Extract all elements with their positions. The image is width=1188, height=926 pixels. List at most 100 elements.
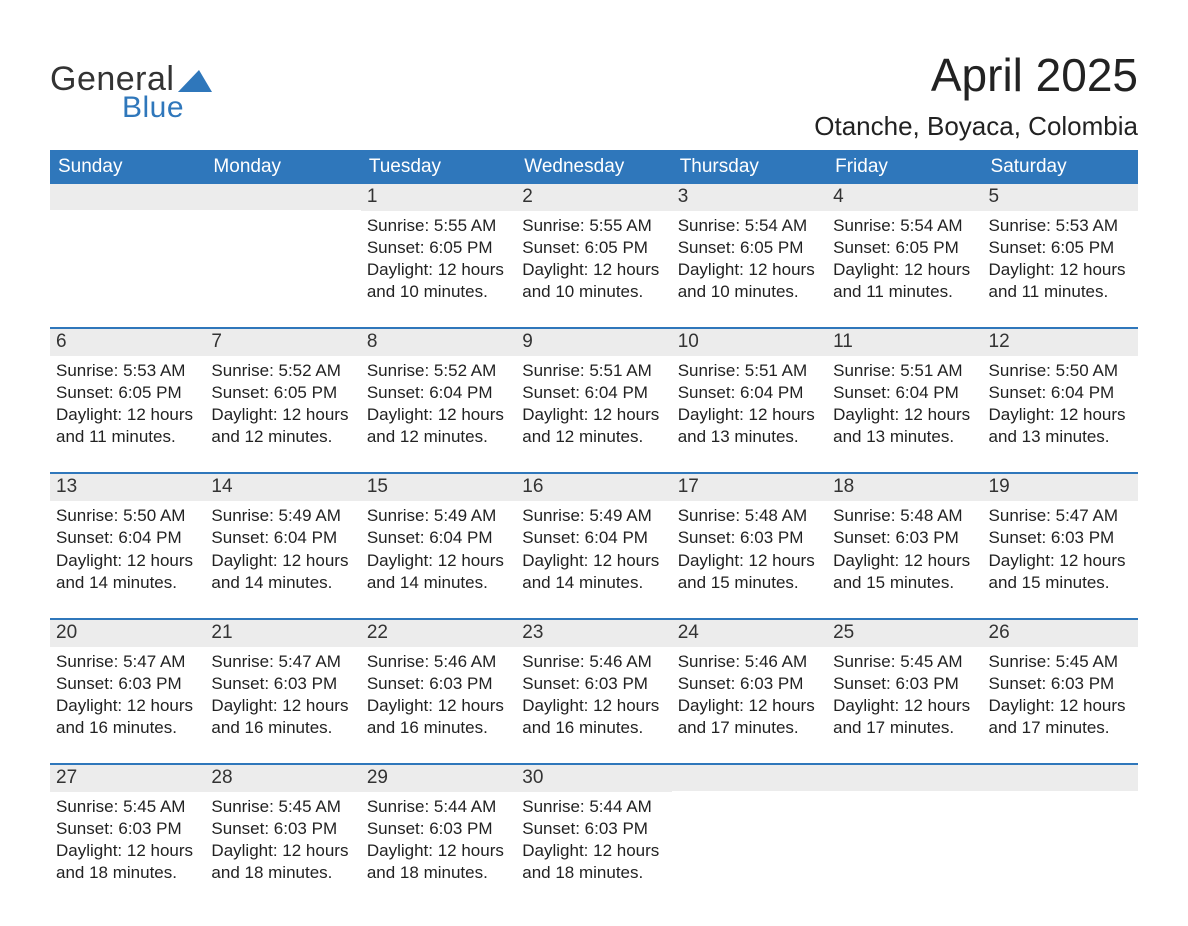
sunrise-line: Sunrise: 5:54 AM	[833, 215, 976, 237]
weekday-header: Friday	[827, 150, 982, 184]
sunset-line: Sunset: 6:03 PM	[678, 673, 821, 695]
weekday-header: Wednesday	[516, 150, 671, 184]
sunrise-line: Sunrise: 5:55 AM	[522, 215, 665, 237]
day-body: Sunrise: 5:52 AMSunset: 6:04 PMDaylight:…	[361, 356, 516, 450]
sunrise-line: Sunrise: 5:50 AM	[56, 505, 199, 527]
day-cell: 12 Sunrise: 5:50 AMSunset: 6:04 PMDayligh…	[983, 329, 1138, 450]
daylight-line: Daylight: 12 hours and 12 minutes.	[367, 404, 510, 448]
daylight-line: Daylight: 12 hours and 13 minutes.	[833, 404, 976, 448]
week-row: 1Sunrise: 5:55 AMSunset: 6:05 PMDaylight…	[50, 184, 1138, 305]
week-row: 20Sunrise: 5:47 AMSunset: 6:03 PMDayligh…	[50, 618, 1138, 741]
sunset-line: Sunset: 6:03 PM	[56, 818, 199, 840]
sunrise-line: Sunrise: 5:51 AM	[678, 360, 821, 382]
day-number: 29	[361, 765, 516, 792]
day-number	[672, 765, 827, 791]
daylight-line: Daylight: 12 hours and 14 minutes.	[56, 550, 199, 594]
daylight-line: Daylight: 12 hours and 11 minutes.	[833, 259, 976, 303]
month-title: April 2025	[814, 50, 1138, 101]
sunrise-line: Sunrise: 5:47 AM	[56, 651, 199, 673]
day-cell: 27Sunrise: 5:45 AMSunset: 6:03 PMDayligh…	[50, 765, 205, 886]
day-number: 16	[516, 474, 671, 501]
week-row: 13Sunrise: 5:50 AMSunset: 6:04 PMDayligh…	[50, 472, 1138, 595]
sunrise-line: Sunrise: 5:47 AM	[989, 505, 1132, 527]
day-cell: 22Sunrise: 5:46 AMSunset: 6:03 PMDayligh…	[361, 620, 516, 741]
logo: General Blue	[50, 50, 212, 125]
sunrise-line: Sunrise: 5:53 AM	[56, 360, 199, 382]
sunset-line: Sunset: 6:05 PM	[56, 382, 199, 404]
day-cell: 6Sunrise: 5:53 AMSunset: 6:05 PMDaylight…	[50, 329, 205, 450]
sunset-line: Sunset: 6:03 PM	[367, 673, 510, 695]
sunset-line: Sunset: 6:03 PM	[522, 818, 665, 840]
day-number: 13	[50, 474, 205, 501]
day-number	[983, 765, 1138, 791]
sunset-line: Sunset: 6:04 PM	[833, 382, 976, 404]
day-cell: 17Sunrise: 5:48 AMSunset: 6:03 PMDayligh…	[672, 474, 827, 595]
sunrise-line: Sunrise: 5:53 AM	[989, 215, 1132, 237]
day-cell: 18Sunrise: 5:48 AMSunset: 6:03 PMDayligh…	[827, 474, 982, 595]
day-number: 24	[672, 620, 827, 647]
sunset-line: Sunset: 6:03 PM	[678, 527, 821, 549]
daylight-line: Daylight: 12 hours and 13 minutes.	[989, 404, 1132, 448]
day-cell: 20Sunrise: 5:47 AMSunset: 6:03 PMDayligh…	[50, 620, 205, 741]
sunset-line: Sunset: 6:05 PM	[211, 382, 354, 404]
day-cell: 30Sunrise: 5:44 AMSunset: 6:03 PMDayligh…	[516, 765, 671, 886]
sunrise-line: Sunrise: 5:46 AM	[367, 651, 510, 673]
day-body: Sunrise: 5:54 AMSunset: 6:05 PMDaylight:…	[672, 211, 827, 305]
daylight-line: Daylight: 12 hours and 14 minutes.	[367, 550, 510, 594]
weeks-container: 1Sunrise: 5:55 AMSunset: 6:05 PMDaylight…	[50, 184, 1138, 887]
day-number: 2	[516, 184, 671, 211]
sunset-line: Sunset: 6:04 PM	[367, 527, 510, 549]
sunset-line: Sunset: 6:03 PM	[211, 673, 354, 695]
sunrise-line: Sunrise: 5:45 AM	[833, 651, 976, 673]
day-cell: 3Sunrise: 5:54 AMSunset: 6:05 PMDaylight…	[672, 184, 827, 305]
title-block: April 2025 Otanche, Boyaca, Colombia	[814, 50, 1138, 142]
daylight-line: Daylight: 12 hours and 17 minutes.	[833, 695, 976, 739]
sunrise-line: Sunrise: 5:55 AM	[367, 215, 510, 237]
day-body: Sunrise: 5:47 AMSunset: 6:03 PMDaylight:…	[50, 647, 205, 741]
sunset-line: Sunset: 6:03 PM	[989, 673, 1132, 695]
sunset-line: Sunset: 6:03 PM	[833, 673, 976, 695]
day-cell: 14Sunrise: 5:49 AMSunset: 6:04 PMDayligh…	[205, 474, 360, 595]
logo-text-bottom: Blue	[122, 91, 184, 125]
day-body: Sunrise: 5:53 AMSunset: 6:05 PMDaylight:…	[50, 356, 205, 450]
day-number: 25	[827, 620, 982, 647]
sunrise-line: Sunrise: 5:46 AM	[678, 651, 821, 673]
day-cell	[827, 765, 982, 886]
day-cell: 15Sunrise: 5:49 AMSunset: 6:04 PMDayligh…	[361, 474, 516, 595]
sunrise-line: Sunrise: 5:52 AM	[367, 360, 510, 382]
day-cell: 2Sunrise: 5:55 AMSunset: 6:05 PMDaylight…	[516, 184, 671, 305]
day-number: 30	[516, 765, 671, 792]
day-number: 5	[983, 184, 1138, 211]
daylight-line: Daylight: 12 hours and 18 minutes.	[367, 840, 510, 884]
weekday-header-row: Sunday Monday Tuesday Wednesday Thursday…	[50, 150, 1138, 184]
daylight-line: Daylight: 12 hours and 16 minutes.	[56, 695, 199, 739]
daylight-line: Daylight: 12 hours and 17 minutes.	[678, 695, 821, 739]
day-body: Sunrise: 5:46 AMSunset: 6:03 PMDaylight:…	[361, 647, 516, 741]
day-body: Sunrise: 5:44 AMSunset: 6:03 PMDaylight:…	[516, 792, 671, 886]
day-cell: 21Sunrise: 5:47 AMSunset: 6:03 PMDayligh…	[205, 620, 360, 741]
day-number	[205, 184, 360, 210]
sunrise-line: Sunrise: 5:48 AM	[833, 505, 976, 527]
day-body: Sunrise: 5:51 AMSunset: 6:04 PMDaylight:…	[827, 356, 982, 450]
sunrise-line: Sunrise: 5:50 AM	[989, 360, 1132, 382]
day-body: Sunrise: 5:45 AMSunset: 6:03 PMDaylight:…	[50, 792, 205, 886]
day-body: Sunrise: 5:55 AMSunset: 6:05 PMDaylight:…	[516, 211, 671, 305]
day-number: 4	[827, 184, 982, 211]
day-body: Sunrise: 5:46 AMSunset: 6:03 PMDaylight:…	[516, 647, 671, 741]
day-number: 12	[983, 329, 1138, 356]
daylight-line: Daylight: 12 hours and 16 minutes.	[367, 695, 510, 739]
week-row: 6Sunrise: 5:53 AMSunset: 6:05 PMDaylight…	[50, 327, 1138, 450]
header: General Blue April 2025 Otanche, Boyaca,…	[50, 50, 1138, 142]
day-number: 26	[983, 620, 1138, 647]
day-cell	[672, 765, 827, 886]
day-body: Sunrise: 5:44 AMSunset: 6:03 PMDaylight:…	[361, 792, 516, 886]
sunset-line: Sunset: 6:05 PM	[678, 237, 821, 259]
day-cell: 10Sunrise: 5:51 AMSunset: 6:04 PMDayligh…	[672, 329, 827, 450]
daylight-line: Daylight: 12 hours and 14 minutes.	[211, 550, 354, 594]
sunset-line: Sunset: 6:04 PM	[989, 382, 1132, 404]
sunset-line: Sunset: 6:05 PM	[833, 237, 976, 259]
day-cell: 13Sunrise: 5:50 AMSunset: 6:04 PMDayligh…	[50, 474, 205, 595]
sunset-line: Sunset: 6:03 PM	[56, 673, 199, 695]
weekday-header: Sunday	[50, 150, 205, 184]
sunset-line: Sunset: 6:04 PM	[678, 382, 821, 404]
